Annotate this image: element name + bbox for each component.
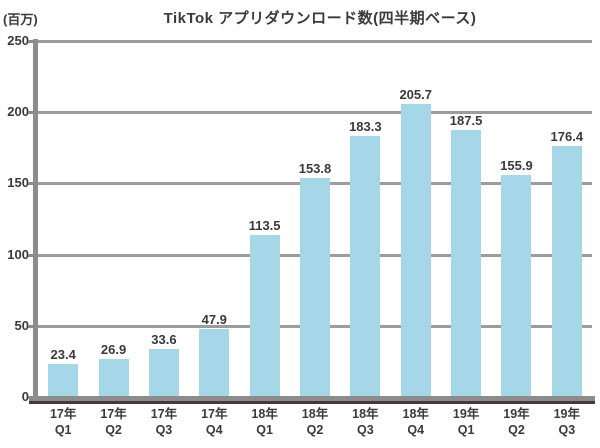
x-category-label: 19年 Q3 — [553, 407, 581, 437]
x-category-label: 18年 Q2 — [301, 407, 329, 437]
y-axis-line — [33, 39, 38, 401]
x-category-label: 18年 Q4 — [402, 407, 429, 437]
bar-value-label: 33.6 — [151, 332, 177, 348]
y-tick-label-50: 50 — [14, 317, 29, 333]
x-category-label: 18年 Q3 — [352, 407, 379, 437]
bar-value-label: 153.8 — [298, 161, 332, 176]
bar-17年-Q3 — [148, 349, 179, 397]
y-tick-label-0: 0 — [21, 389, 29, 404]
gridline-250 — [38, 40, 592, 43]
bar-value-label: 113.5 — [248, 218, 281, 234]
bar-value-label: 187.5 — [449, 113, 483, 128]
y-tick-mark — [28, 111, 33, 115]
bar-18年-Q2 — [300, 178, 330, 397]
bar-19年-Q1 — [451, 130, 482, 397]
bar-value-label: 155.9 — [500, 158, 533, 173]
y-tick-mark — [28, 40, 33, 43]
y-tick-mark — [28, 396, 33, 399]
y-tick-label-100: 100 — [7, 246, 29, 262]
bar-value-label: 205.7 — [399, 87, 432, 103]
bar-value-label: 26.9 — [100, 341, 127, 357]
x-axis-line — [29, 396, 595, 401]
bar-value-label: 23.4 — [50, 346, 76, 362]
chart-title: TikTok アプリダウンロード数(四半期ベース) — [163, 10, 477, 27]
y-tick-label-250: 250 — [7, 33, 29, 48]
bar-18年-Q1 — [249, 235, 280, 397]
x-category-label: 17年 Q2 — [100, 407, 127, 437]
x-category-label: 17年 Q1 — [49, 407, 77, 437]
y-tick-label-150: 150 — [7, 175, 29, 191]
bar-19年-Q3 — [551, 145, 582, 397]
x-axis-shadow-line — [29, 401, 595, 404]
x-category-label: 19年 Q2 — [503, 407, 530, 437]
x-category-label: 17年 Q4 — [201, 407, 228, 437]
bar-19年-Q2 — [501, 175, 532, 397]
x-category-label: 17年 Q3 — [150, 407, 178, 437]
y-tick-mark — [28, 182, 33, 186]
gridline-200 — [38, 111, 592, 115]
bar-value-label: 183.3 — [349, 118, 382, 134]
plot-area: 23.4 26.9 33.6 47.9 113.5 153.8 183.3 205.7 187.… — [38, 40, 592, 397]
y-tick-mark — [28, 324, 33, 328]
bar-17年-Q2 — [98, 358, 129, 397]
x-category-label: 18年 Q1 — [251, 407, 278, 437]
bar-17年-Q1 — [48, 363, 79, 397]
bar-18年-Q3 — [350, 135, 381, 397]
y-tick-label-200: 200 — [7, 104, 29, 120]
y-axis-unit-label: (百万) — [3, 12, 38, 27]
bar-value-label: 176.4 — [550, 128, 584, 144]
x-category-label: 19年 Q1 — [452, 407, 480, 437]
bar-18年-Q4 — [400, 104, 431, 397]
y-tick-mark — [28, 253, 33, 257]
bar-17年-Q4 — [199, 328, 230, 397]
bar-value-label: 47.9 — [201, 311, 227, 327]
